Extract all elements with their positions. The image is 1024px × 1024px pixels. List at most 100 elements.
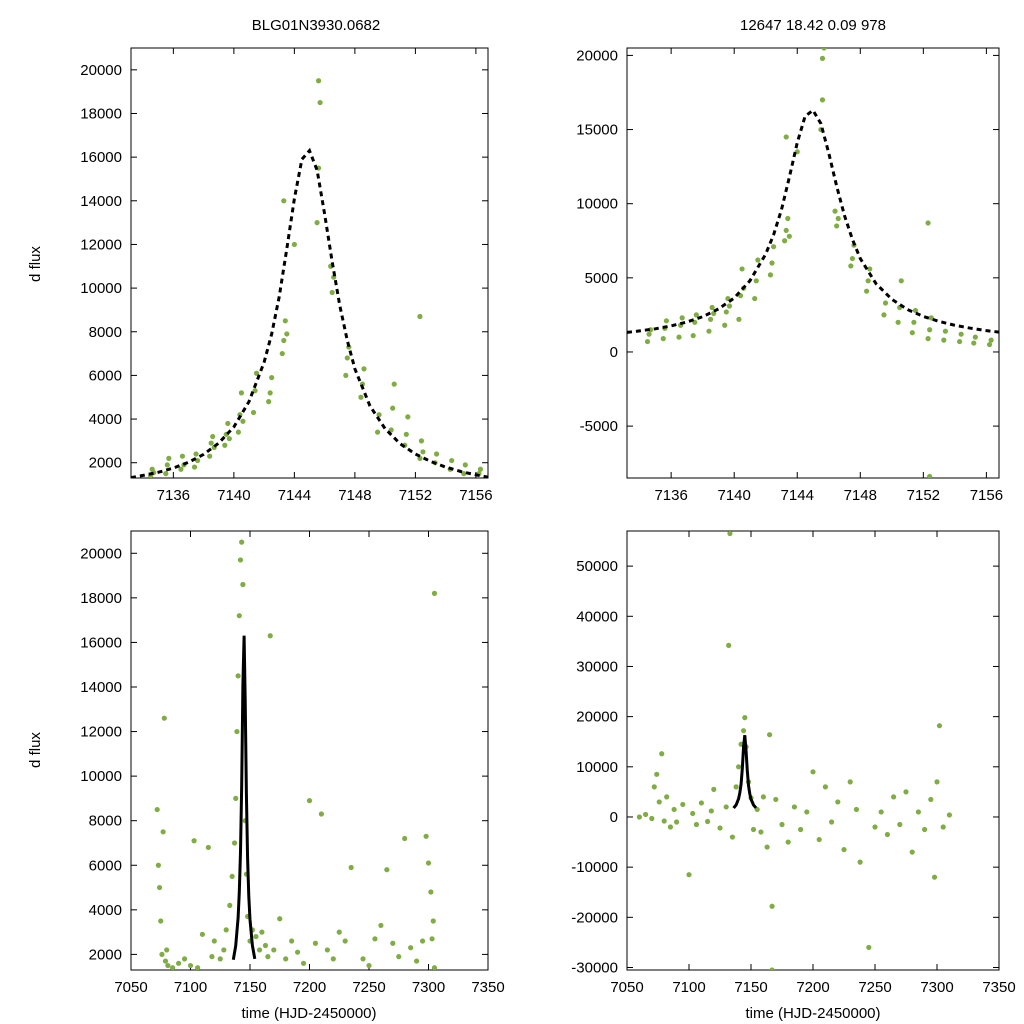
data-point — [281, 337, 287, 344]
data-point — [753, 278, 759, 284]
data-point — [348, 864, 354, 871]
data-point — [936, 723, 943, 729]
data-point — [166, 455, 172, 461]
data-point — [259, 929, 265, 935]
data-point — [740, 728, 747, 734]
data-point — [723, 804, 729, 810]
data-point — [821, 48, 827, 51]
y-tick-label: 14000 — [80, 679, 122, 696]
data-point — [865, 278, 871, 284]
x-tick-label: 7144 — [278, 487, 311, 504]
data-point — [284, 331, 290, 337]
x-tick-label: 7150 — [233, 979, 266, 996]
data-point — [433, 451, 440, 457]
data-point — [390, 940, 396, 946]
panel-top-left: 7136 7140 7144 7148 7152 7156 2000 4000 6000 8000… — [80, 47, 493, 504]
data-point — [238, 390, 245, 396]
data-point — [708, 808, 714, 814]
data-point — [239, 539, 245, 545]
data-point — [318, 811, 324, 817]
data-point — [663, 318, 670, 324]
data-point — [164, 947, 170, 953]
y-tick-label: 6000 — [89, 367, 122, 384]
data-point — [690, 333, 696, 339]
model-curve — [131, 147, 488, 478]
x-tick-label: 7250 — [352, 979, 385, 996]
data-point — [769, 903, 775, 909]
y-tick-label: 18000 — [80, 590, 122, 607]
data-point — [690, 810, 696, 817]
data-point — [895, 319, 901, 325]
data-point — [205, 844, 211, 851]
x-tick-label: 7148 — [844, 487, 877, 504]
data-point — [253, 933, 259, 940]
data-point — [785, 839, 791, 845]
y-tick-label: 12000 — [80, 236, 122, 253]
data-point — [191, 464, 198, 470]
data-point — [940, 824, 946, 830]
data-point — [925, 336, 931, 342]
data-point — [834, 223, 840, 229]
data-point — [226, 436, 232, 442]
data-point — [867, 266, 873, 272]
x-tick-label: 7200 — [293, 979, 326, 996]
y-tick-label: 20000 — [80, 62, 122, 79]
y-tick-label: 20000 — [80, 545, 122, 562]
model-curve — [732, 735, 758, 810]
data-point — [988, 337, 994, 343]
data-point — [646, 331, 652, 337]
y-tick-label: 4000 — [89, 411, 122, 428]
data-point — [822, 784, 829, 790]
y-tick-label: 16000 — [80, 634, 122, 651]
plot-area — [636, 531, 953, 970]
data-point — [742, 715, 748, 721]
data-point — [231, 840, 238, 846]
data-point — [358, 394, 364, 400]
data-point — [872, 824, 878, 830]
data-point — [816, 836, 822, 843]
data-point — [283, 956, 289, 962]
data-point — [769, 967, 775, 970]
data-point — [222, 442, 228, 448]
title-right: 12647 18.42 0.09 978 — [740, 17, 886, 34]
data-point — [262, 942, 269, 949]
data-point — [986, 341, 993, 348]
y-tick-label: -30000 — [571, 959, 618, 976]
data-point — [922, 826, 928, 833]
data-point — [733, 784, 739, 790]
data-point — [329, 289, 335, 296]
panel-bottom-right: 7050 7100 7150 7200 7250 7300 7350 -30000 -20000… — [571, 530, 1016, 996]
data-point — [758, 829, 764, 835]
data-point — [461, 471, 467, 477]
data-point — [388, 427, 394, 433]
data-point — [764, 844, 770, 850]
data-point — [927, 473, 933, 478]
y-tick-label: 14000 — [80, 193, 122, 210]
data-point — [958, 331, 964, 337]
plot-area — [154, 539, 438, 970]
data-point — [374, 429, 381, 435]
data-point — [256, 947, 263, 953]
data-point — [709, 304, 715, 311]
y-tick-label: 5000 — [585, 270, 618, 287]
data-point — [786, 233, 792, 239]
data-point — [250, 409, 257, 416]
data-point — [841, 846, 847, 853]
data-point — [667, 824, 674, 830]
data-point — [804, 809, 810, 815]
y-tick-label: 12000 — [80, 724, 122, 741]
data-point — [161, 715, 167, 721]
ylabel-top: d flux — [27, 246, 44, 282]
data-point — [791, 804, 798, 810]
data-point — [649, 815, 655, 822]
y-tick-label: 10000 — [80, 280, 122, 297]
data-point — [717, 825, 723, 831]
data-point — [857, 859, 863, 865]
data-point — [884, 831, 891, 838]
data-point — [195, 965, 201, 970]
data-point — [281, 198, 287, 204]
x-tick-label: 7152 — [907, 487, 940, 504]
y-tick-label: 2000 — [89, 946, 122, 963]
data-point — [752, 295, 758, 302]
data-point — [909, 849, 915, 855]
